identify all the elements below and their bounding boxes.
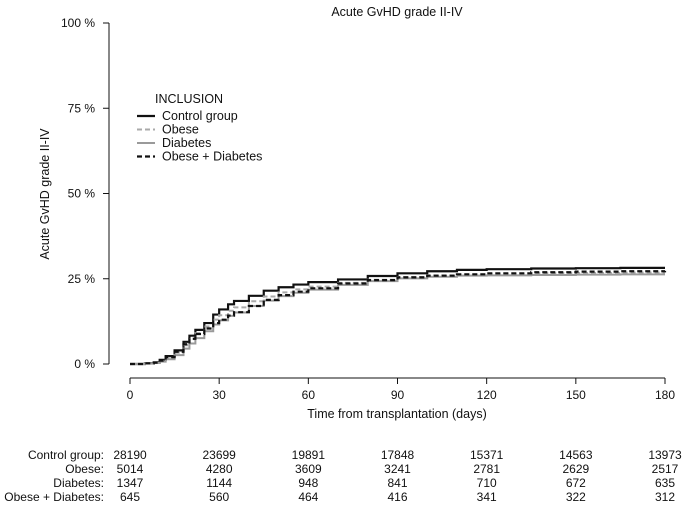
- risk-value: 1347: [117, 476, 144, 490]
- risk-value: 672: [566, 476, 586, 490]
- y-tick-label: 25 %: [68, 272, 96, 286]
- risk-value: 312: [655, 490, 675, 504]
- risk-value: 28190: [113, 448, 147, 462]
- risk-table: Control group: 28190 23699 19891 17848 15371 1…: [4, 448, 682, 504]
- y-axis: 0 % 25 % 50 % 75 % 100 %: [61, 16, 110, 371]
- risk-value: 14563: [559, 448, 593, 462]
- series-line-3: [130, 270, 667, 366]
- risk-value: 3241: [384, 462, 411, 476]
- y-axis-title: Acute GvHD grade II-IV: [38, 128, 52, 260]
- risk-value: 15371: [470, 448, 504, 462]
- risk-value: 341: [477, 490, 497, 504]
- legend-label: Control group: [162, 109, 238, 123]
- risk-value: 17848: [381, 448, 415, 462]
- risk-value: 635: [655, 476, 675, 490]
- risk-value: 23699: [202, 448, 236, 462]
- risk-value: 645: [120, 490, 140, 504]
- risk-value: 4280: [206, 462, 233, 476]
- risk-row-label: Obese + Diabetes:: [4, 490, 104, 504]
- legend: INCLUSION Control groupObeseDiabetesObes…: [137, 92, 262, 164]
- chart-title: Acute GvHD grade II-IV: [331, 5, 463, 19]
- risk-value: 1144: [206, 476, 232, 490]
- legend-label: Obese + Diabetes: [162, 150, 262, 164]
- risk-value: 464: [298, 490, 318, 504]
- risk-row-label: Diabetes:: [53, 476, 104, 490]
- y-tick-label: 75 %: [68, 101, 96, 115]
- x-axis-title: Time from transplantation (days): [307, 407, 486, 421]
- x-tick-label: 120: [477, 388, 497, 402]
- risk-value: 5014: [117, 462, 144, 476]
- risk-value: 2629: [562, 462, 589, 476]
- legend-title: INCLUSION: [155, 92, 223, 106]
- x-tick-label: 180: [655, 388, 675, 402]
- risk-value: 2781: [473, 462, 500, 476]
- series-line-1: [130, 271, 665, 365]
- y-tick-label: 0 %: [74, 357, 95, 371]
- risk-value: 19891: [292, 448, 326, 462]
- x-tick-label: 90: [391, 388, 405, 402]
- risk-row-label: Control group:: [28, 448, 104, 462]
- x-tick-label: 60: [302, 388, 316, 402]
- x-tick-label: 150: [566, 388, 586, 402]
- legend-label: Obese: [162, 123, 199, 137]
- y-tick-label: 50 %: [68, 187, 96, 201]
- x-axis: 0 30 60 90 120 150 180: [127, 377, 675, 402]
- x-tick-label: 30: [212, 388, 226, 402]
- series-line-0: [130, 266, 665, 366]
- risk-row-label: Obese:: [65, 462, 104, 476]
- legend-label: Diabetes: [162, 136, 211, 150]
- risk-value: 841: [387, 476, 407, 490]
- risk-value: 3609: [295, 462, 322, 476]
- risk-value: 322: [566, 490, 586, 504]
- plot-lines: [130, 266, 667, 366]
- risk-value: 948: [298, 476, 318, 490]
- y-tick-label: 100 %: [61, 16, 95, 30]
- risk-value: 2517: [652, 462, 679, 476]
- risk-value: 13973: [648, 448, 682, 462]
- series-line-2: [130, 273, 665, 365]
- x-tick-label: 0: [127, 388, 134, 402]
- risk-value: 560: [209, 490, 229, 504]
- risk-value: 710: [477, 476, 497, 490]
- risk-value: 416: [387, 490, 407, 504]
